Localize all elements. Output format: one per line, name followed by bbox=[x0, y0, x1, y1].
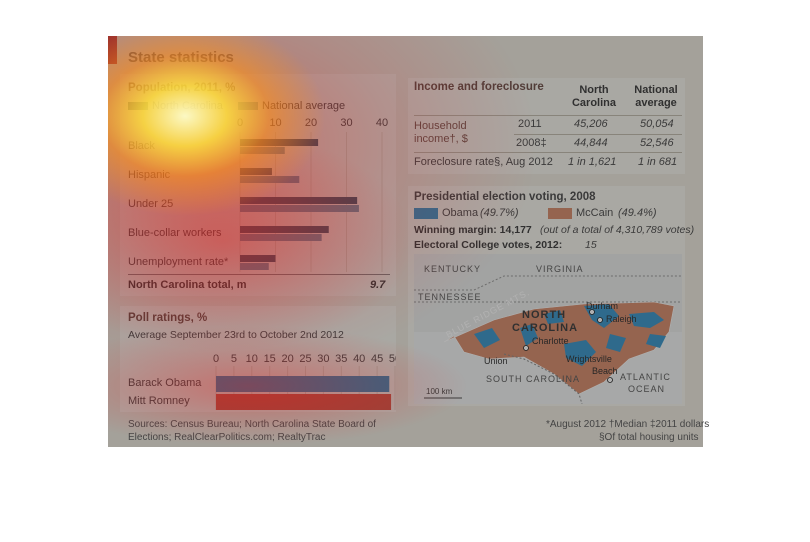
map-label-tennessee: TENNESSEE bbox=[418, 292, 482, 302]
electoral-votes-value: 15 bbox=[585, 239, 597, 251]
divider bbox=[128, 274, 390, 275]
sources-text: Sources: Census Bureau; North Carolina S… bbox=[128, 419, 376, 443]
divider bbox=[414, 115, 682, 116]
tick-label: 35 bbox=[335, 353, 347, 365]
col-header-north-carolina: North Carolina bbox=[571, 84, 616, 109]
tick-label: 40 bbox=[353, 353, 365, 365]
foreclosure-label: Foreclosure rate§, Aug 2012 bbox=[414, 156, 553, 168]
income-nc-value: 45,206 bbox=[574, 118, 608, 130]
accent-bar bbox=[108, 36, 117, 64]
bar bbox=[240, 255, 276, 262]
population-row-label: Hispanic bbox=[128, 169, 171, 181]
bar bbox=[216, 376, 390, 392]
map-label-beach: Beach bbox=[592, 366, 618, 376]
poll-row-label: Barack Obama bbox=[128, 377, 202, 389]
map-label-north: NORTH bbox=[522, 309, 566, 321]
income-national-value: 52,546 bbox=[640, 137, 674, 149]
tick-label: 20 bbox=[281, 353, 293, 365]
winning-margin-label: Winning margin: 14,177 bbox=[414, 224, 532, 236]
election-title: Presidential election voting, 2008 bbox=[414, 191, 596, 203]
map-label-carolina: CAROLINA bbox=[512, 322, 578, 334]
obama-percent: (49.7%) bbox=[480, 207, 519, 219]
north-carolina-map: KENTUCKY VIRGINIA TENNESSEE BLUE RIDGE M… bbox=[414, 254, 682, 404]
tick-label: 30 bbox=[340, 117, 352, 129]
tick-label: 40 bbox=[376, 117, 388, 129]
tick-label: 10 bbox=[246, 353, 258, 365]
map-scale-label: 100 km bbox=[426, 387, 453, 396]
tick-label: 10 bbox=[269, 117, 281, 129]
population-row-label: Under 25 bbox=[128, 198, 174, 210]
population-row-label: Unemployment rate* bbox=[128, 256, 229, 268]
bar bbox=[240, 139, 319, 146]
population-row-label: Blue-collar workers bbox=[128, 227, 222, 239]
col-header-national-average: National average bbox=[634, 84, 678, 109]
map-label-kentucky: KENTUCKY bbox=[424, 264, 481, 274]
obama-label: Obama bbox=[442, 207, 479, 219]
charlotte-marker bbox=[523, 345, 529, 351]
tick-label: 25 bbox=[299, 353, 311, 365]
foreclosure-national-value: 1 in 681 bbox=[638, 156, 678, 168]
bar bbox=[240, 205, 359, 212]
tick-label: 5 bbox=[231, 353, 237, 365]
raleigh-marker bbox=[597, 317, 603, 323]
income-national-value: 50,054 bbox=[640, 118, 674, 130]
income-title: Income and foreclosure bbox=[414, 81, 544, 93]
tick-label: 0 bbox=[213, 353, 219, 365]
footnote-line-1: *August 2012 †Median ‡2011 dollars bbox=[546, 419, 710, 430]
election-panel: Presidential election voting, 2008 Obama… bbox=[408, 186, 694, 406]
mccain-label: McCain bbox=[576, 207, 614, 219]
divider bbox=[514, 134, 682, 135]
map-label-durham: Durham bbox=[586, 301, 618, 311]
map-label-raleigh: Raleigh bbox=[606, 314, 637, 324]
income-year: 2011 bbox=[518, 118, 542, 130]
bar bbox=[240, 147, 285, 154]
poll-row-label: Mitt Romney bbox=[128, 395, 190, 407]
bar bbox=[240, 263, 269, 270]
poll-panel: Poll ratings, % Average September 23rd t… bbox=[120, 306, 396, 412]
electoral-votes-label: Electoral College votes, 2012: bbox=[414, 239, 563, 251]
wrightsville-marker bbox=[607, 377, 613, 383]
bar bbox=[240, 226, 329, 233]
household-income-label: Household income†, $ bbox=[414, 120, 468, 145]
nc-total-value: 9.7 bbox=[370, 279, 386, 291]
income-year: 2008‡ bbox=[516, 137, 547, 149]
tick-label: 15 bbox=[264, 353, 276, 365]
bar bbox=[240, 234, 322, 241]
infographic-card: State statistics Population, 2011, % Nor… bbox=[108, 36, 709, 447]
tick-label: 0 bbox=[237, 117, 243, 129]
mccain-swatch bbox=[548, 208, 572, 219]
nc-total-label: North Carolina total, m bbox=[128, 279, 247, 291]
income-panel: Income and foreclosure North Carolina Na… bbox=[408, 78, 685, 174]
income-nc-value: 44,844 bbox=[574, 137, 608, 149]
divider bbox=[414, 152, 682, 153]
population-row-label: Black bbox=[128, 140, 155, 152]
map-label-virginia: VIRGINIA bbox=[536, 264, 584, 274]
map-label-union: Union bbox=[484, 356, 508, 366]
mccain-percent: (49.4%) bbox=[618, 207, 657, 219]
tick-label: 30 bbox=[317, 353, 329, 365]
map-label-atlantic: ATLANTIC bbox=[620, 372, 671, 382]
bar bbox=[240, 168, 272, 175]
bar bbox=[240, 197, 358, 204]
tick-label: 45 bbox=[371, 353, 383, 365]
map-label-ocean: OCEAN bbox=[628, 384, 665, 394]
map-label-wrightsville: Wrightsville bbox=[566, 354, 612, 364]
bar bbox=[216, 394, 392, 410]
map-label-south-carolina: SOUTH CAROLINA bbox=[486, 374, 580, 384]
main-title: State statistics bbox=[128, 49, 234, 66]
obama-swatch bbox=[414, 208, 438, 219]
bar bbox=[240, 176, 300, 183]
footnote-line-2: §Of total housing units bbox=[599, 432, 699, 443]
winning-margin-detail: (out of a total of 4,310,789 votes) bbox=[540, 224, 695, 236]
tick-label: 20 bbox=[305, 117, 317, 129]
map-label-charlotte: Charlotte bbox=[532, 336, 569, 346]
population-panel: Population, 2011, % North Carolina Natio… bbox=[120, 74, 396, 296]
foreclosure-nc-value: 1 in 1,621 bbox=[568, 156, 617, 168]
tick-label: 50 bbox=[389, 353, 396, 365]
